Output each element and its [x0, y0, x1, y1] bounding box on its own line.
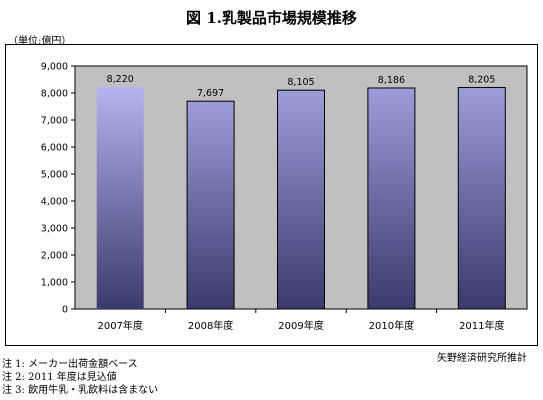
bar-chart: 0 1,000 2,000 3,000 4,000 5,000 6,000 7,000 8,00… — [41, 62, 528, 332]
chart-frame: 0 1,000 2,000 3,000 4,000 5,000 6,000 7,000 8,00… — [5, 44, 538, 346]
y-tick-label: 2,000 — [41, 251, 68, 262]
bar — [367, 87, 416, 310]
bar — [277, 89, 325, 310]
x-axis: 2007年度 2008年度 2009年度 2010年度 2011年度 — [97, 309, 505, 332]
x-tick-label: 2008年度 — [188, 319, 233, 332]
y-tick-label: 8,000 — [41, 89, 68, 100]
bar — [186, 100, 235, 310]
y-tick-label: 0 — [62, 305, 68, 316]
y-tick-label: 5,000 — [41, 170, 68, 181]
y-tick-label: 6,000 — [41, 143, 68, 154]
footnote-1: 注 1: メーカー出荷金額ベース — [2, 359, 138, 370]
x-tick-label: 2009年度 — [278, 319, 323, 332]
x-tick-label: 2007年度 — [97, 319, 142, 332]
y-tick-label: 1,000 — [41, 278, 68, 289]
data-label: 8,186 — [378, 75, 405, 86]
data-label: 8,220 — [107, 74, 134, 85]
bar — [96, 87, 144, 309]
data-label: 8,205 — [468, 74, 495, 85]
data-label: 8,105 — [287, 77, 314, 88]
y-tick-label: 4,000 — [41, 197, 68, 208]
footnote-3: 注 3: 飲用牛乳・乳飲料は含まない — [2, 385, 159, 396]
x-tick-label: 2011年度 — [459, 319, 504, 332]
footnote-2: 注 2: 2011 年度は見込値 — [2, 372, 117, 383]
y-tick-label: 9,000 — [41, 62, 68, 73]
footnotes: 注 1: メーカー出荷金額ベース 注 2: 2011 年度は見込値 注 3: 飲… — [2, 358, 158, 397]
y-tick-label: 7,000 — [41, 116, 68, 127]
bars: 8,220 7,697 8,105 8,186 8,205 — [96, 74, 506, 310]
y-tick-label: 3,000 — [41, 224, 68, 235]
bar — [457, 86, 506, 310]
source-note: 矢野経済研究所推計 — [437, 353, 527, 364]
x-tick-label: 2010年度 — [369, 319, 414, 332]
y-axis: 0 1,000 2,000 3,000 4,000 5,000 6,000 7,000 8,00… — [41, 62, 75, 316]
chart-title: 図 1.乳製品市場規模推移 — [186, 9, 357, 27]
data-label: 7,697 — [197, 88, 224, 99]
unit-label: （単位:億円） — [8, 36, 72, 47]
